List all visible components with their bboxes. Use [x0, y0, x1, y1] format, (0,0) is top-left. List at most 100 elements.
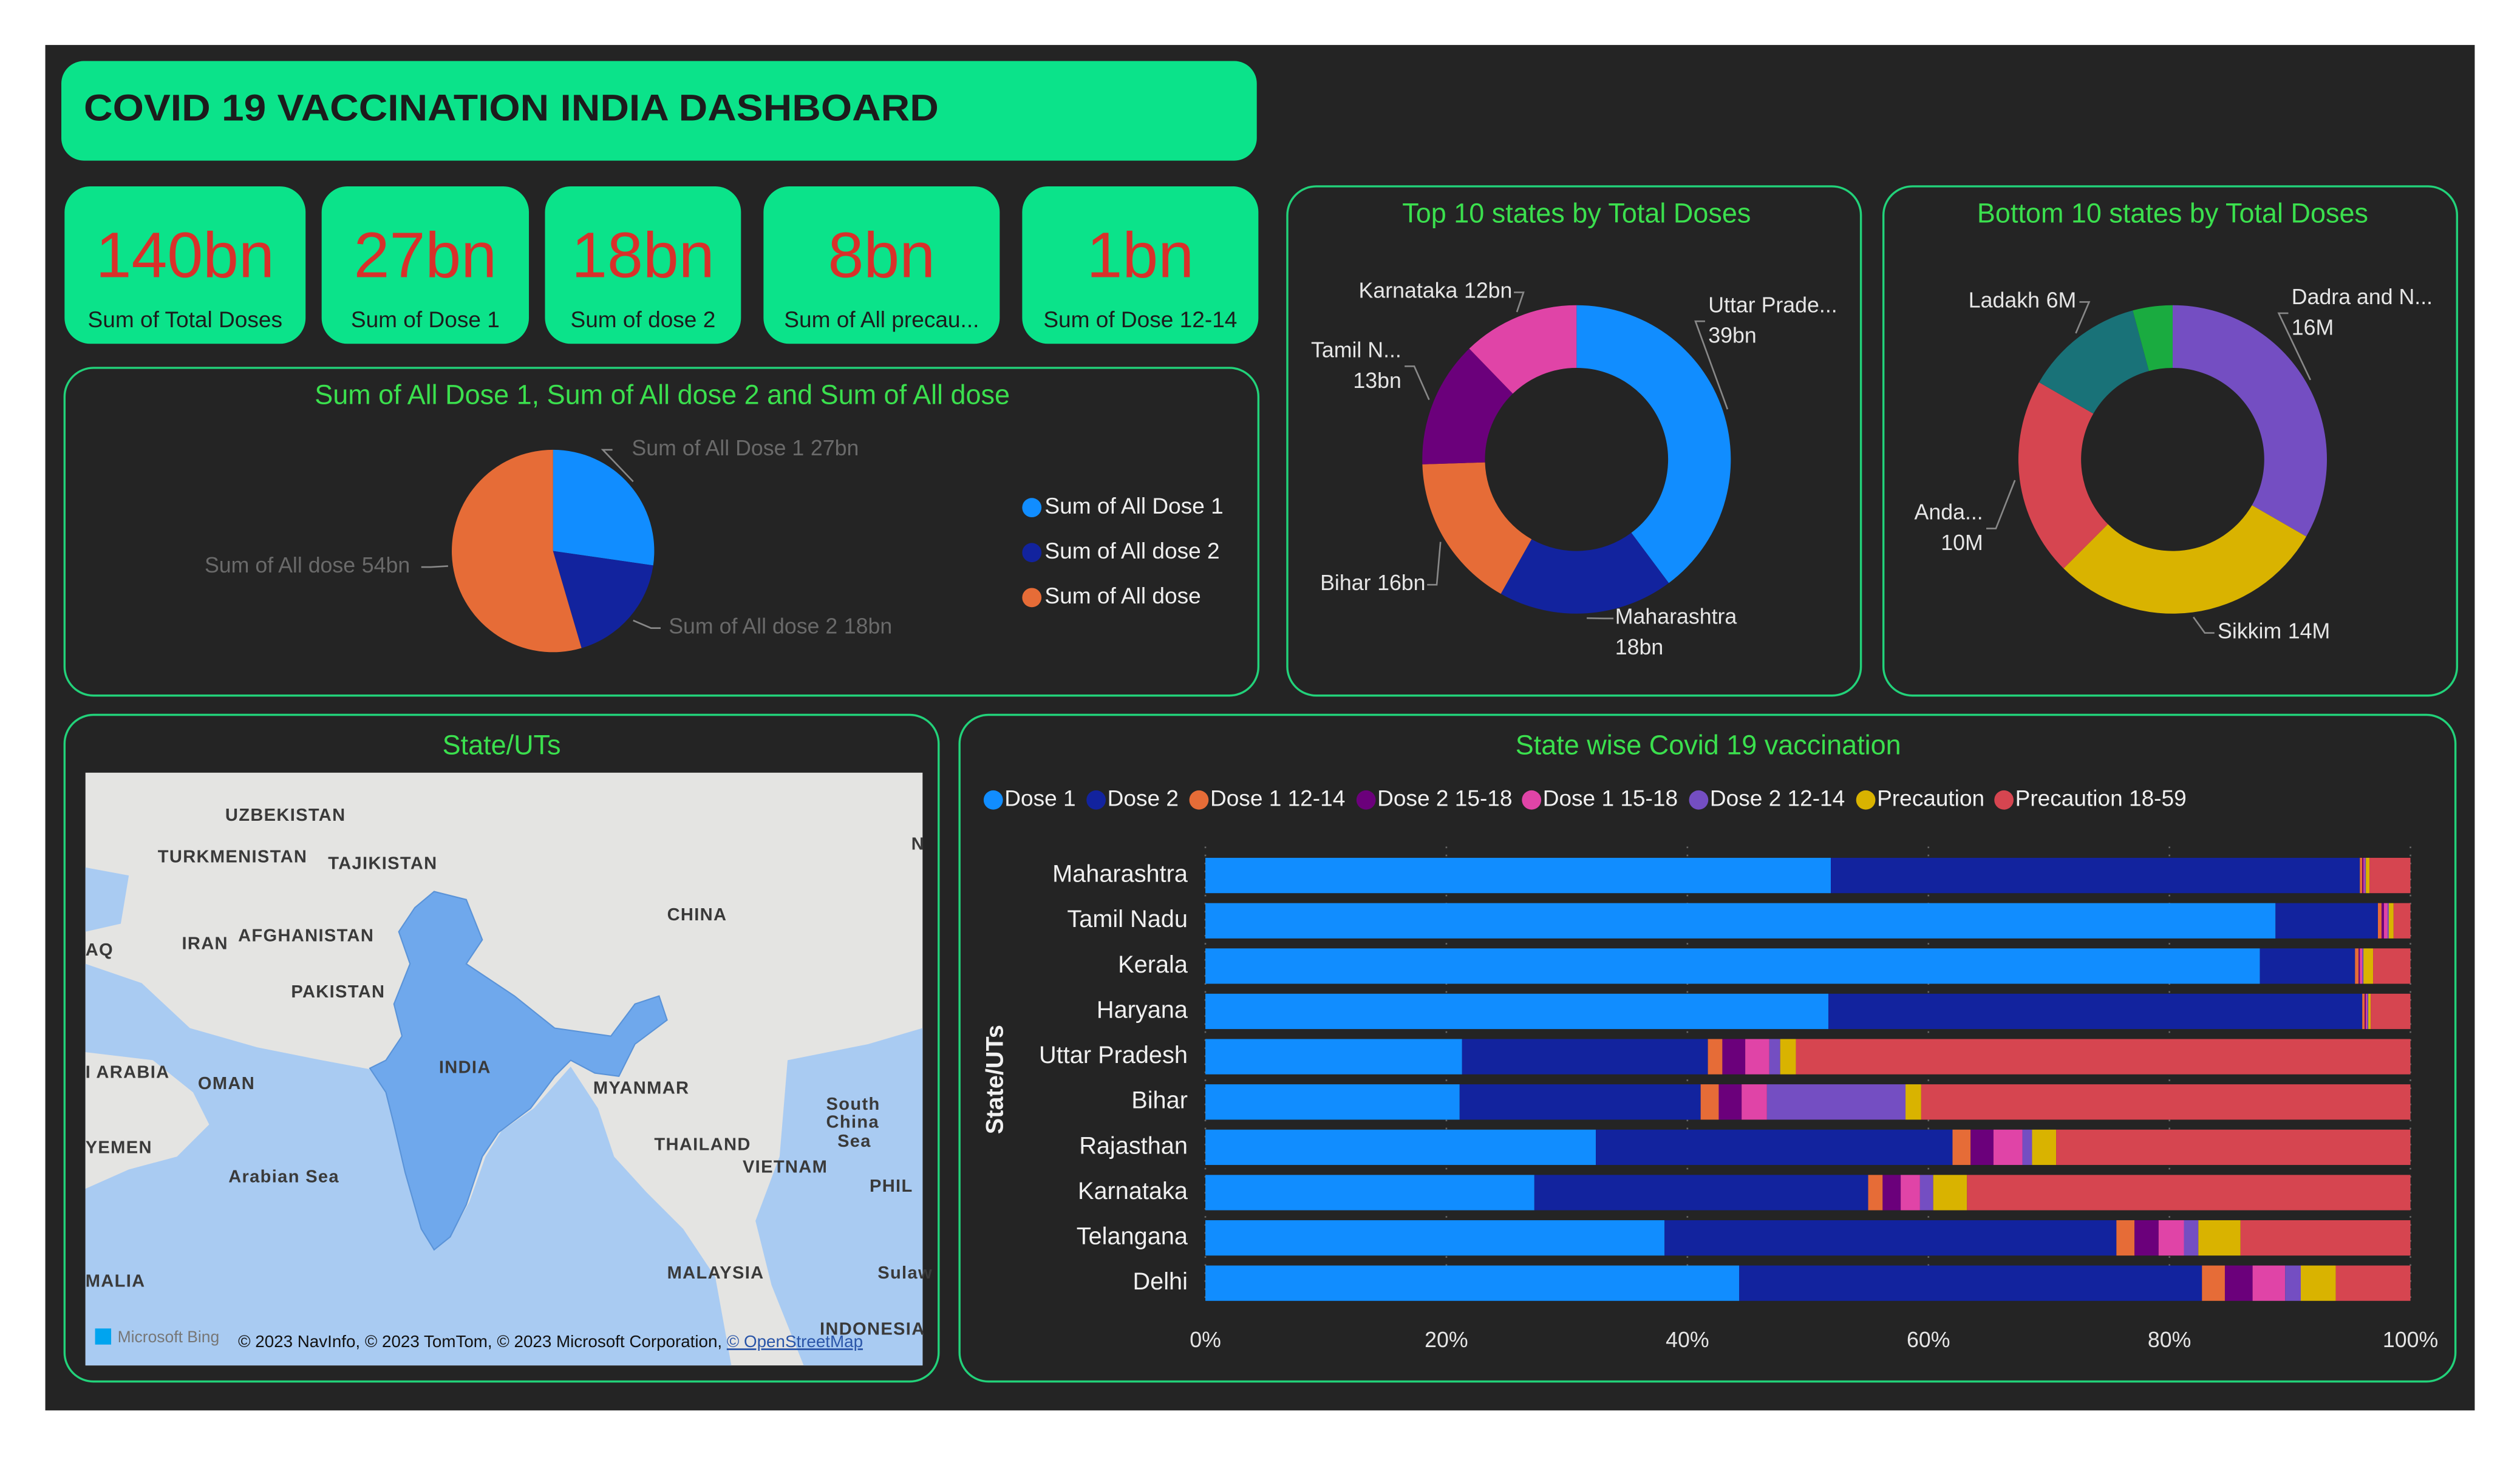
- map-label: MALAYSIA: [667, 1263, 765, 1283]
- bar-segment: [1933, 1175, 1967, 1211]
- bar-segment: [2363, 858, 2365, 894]
- bar-segment: [1205, 1039, 1462, 1075]
- bar-segment: [1952, 1129, 1971, 1165]
- legend-marker: [1022, 498, 1042, 518]
- slice: [553, 551, 653, 648]
- map-title: State/UTs: [443, 729, 561, 760]
- data-label-value: 10M: [1941, 531, 1983, 555]
- leader-line: [2075, 301, 2091, 334]
- y-tick-label: Telangana: [1077, 1223, 1188, 1250]
- bar-segment: [1921, 1084, 2411, 1120]
- data-label: Tamil N... 13bn: [1311, 338, 1401, 393]
- kpi-value: 8bn: [828, 220, 936, 291]
- chart-title: Bottom 10 states by Total Doses: [1977, 197, 2368, 228]
- kpi-value: 140bn: [96, 220, 274, 291]
- legend-marker: [983, 790, 1003, 810]
- kpi-label: Sum of dose 2: [571, 307, 716, 332]
- bar-segment: [1459, 1084, 1701, 1120]
- map-label: MALIA: [86, 1271, 146, 1291]
- bar-segment: [2393, 903, 2411, 939]
- bar-segment: [1722, 1039, 1746, 1075]
- bar-segment: [2367, 993, 2369, 1030]
- x-tick-label: 20%: [1425, 1328, 1468, 1352]
- bar-segment: [2365, 993, 2366, 1030]
- bar-segment: [2301, 1265, 2336, 1301]
- y-tick-label: Maharashtra: [1052, 861, 1188, 888]
- map-label: MYANMAR: [593, 1079, 690, 1098]
- bar-segment: [2224, 1265, 2253, 1301]
- bar-segment: [1901, 1175, 1920, 1211]
- data-label-value: 14M: [2288, 619, 2330, 644]
- bar-segment: [1700, 1084, 1719, 1120]
- data-label-category: Dadra and N...: [2292, 285, 2433, 310]
- legend-label: Sum of All dose 2: [1044, 538, 1219, 563]
- data-label: Dadra and N... 16M: [2292, 285, 2433, 340]
- map-ocean: [85, 963, 732, 1366]
- slice: [2063, 505, 2306, 614]
- bar-segment: [2032, 1129, 2057, 1165]
- legend-label: Dose 1: [1004, 786, 1075, 811]
- bar-segment: [1828, 993, 2363, 1030]
- card: [1286, 185, 1862, 697]
- y-tick-label: Haryana: [1097, 996, 1188, 1023]
- bar-segment: [1742, 1084, 1767, 1120]
- bar-segment: [1462, 1039, 1708, 1075]
- map-ocean: [755, 1028, 923, 1366]
- data-label-value: 12bn: [1464, 279, 1512, 303]
- leader-line: [2277, 312, 2312, 381]
- y-tick-label: Delhi: [1132, 1268, 1187, 1295]
- bar-segment: [1205, 1084, 1460, 1120]
- slice: [2172, 305, 2328, 537]
- kpi-value: 27bn: [354, 220, 497, 291]
- bar-segment: [2366, 993, 2368, 1030]
- slice: [1500, 532, 1669, 614]
- slice: [2038, 310, 2149, 414]
- bar-segment: [2371, 993, 2411, 1030]
- legend-label: Dose 2 12-14: [1710, 786, 1845, 811]
- bar-segment: [1205, 948, 2260, 984]
- y-axis-label: State/UTs: [982, 1025, 1009, 1134]
- bar-segment: [2335, 1265, 2411, 1301]
- kpi-card: [321, 186, 530, 344]
- map-label: AQ: [86, 940, 114, 960]
- chart-title: State wise Covid 19 vaccination: [1516, 729, 1901, 760]
- legend-label: Precaution 18-59: [2015, 786, 2187, 811]
- map-label: AFGHANISTAN: [238, 926, 374, 945]
- x-tick-label: 0%: [1190, 1328, 1221, 1352]
- slice: [2018, 382, 2108, 569]
- bar-segment: [1882, 1175, 1901, 1211]
- bar-segment: [1205, 903, 2276, 939]
- legend-marker: [1689, 790, 1709, 810]
- bar-segment: [2387, 903, 2389, 939]
- india-region: [369, 891, 668, 1251]
- bar-segment: [2116, 1220, 2135, 1256]
- kpi-label: Sum of Total Doses: [88, 307, 282, 332]
- bar-segment: [2056, 1129, 2411, 1165]
- kpi-value: 18bn: [571, 220, 714, 291]
- bar-segment: [1205, 1220, 1665, 1256]
- bar-segment: [1664, 1220, 2117, 1256]
- map-label: PHIL: [870, 1177, 913, 1196]
- bar-segment: [1919, 1175, 1933, 1211]
- kpi-value: 1bn: [1087, 220, 1194, 291]
- map-label: INDONESIA: [820, 1320, 925, 1339]
- bar-segment: [2285, 1265, 2301, 1301]
- bar-segment: [2388, 903, 2394, 939]
- slice: [2133, 305, 2173, 372]
- map-label: THAILAND: [654, 1135, 751, 1154]
- map-label: UZBEKISTAN: [225, 806, 346, 825]
- leader-line: [1405, 365, 1430, 401]
- map-label: I ARABIA: [86, 1062, 170, 1082]
- bar-segment: [1868, 1175, 1883, 1211]
- bar-segment: [1780, 1039, 1796, 1075]
- data-label-category: Tamil N...: [1311, 338, 1401, 362]
- bar-segment: [2363, 948, 2374, 984]
- bar-segment: [1205, 993, 1829, 1030]
- data-label: Anda... 10M: [1915, 500, 1983, 555]
- map-credit-logo: Microsoft Bing: [118, 1328, 220, 1346]
- bar-segment: [2368, 993, 2371, 1030]
- slice: [1422, 348, 1513, 464]
- leader-line: [1587, 617, 1614, 620]
- map-label: VIETNAM: [743, 1157, 828, 1177]
- data-label-value: 18bn: [1615, 635, 1663, 659]
